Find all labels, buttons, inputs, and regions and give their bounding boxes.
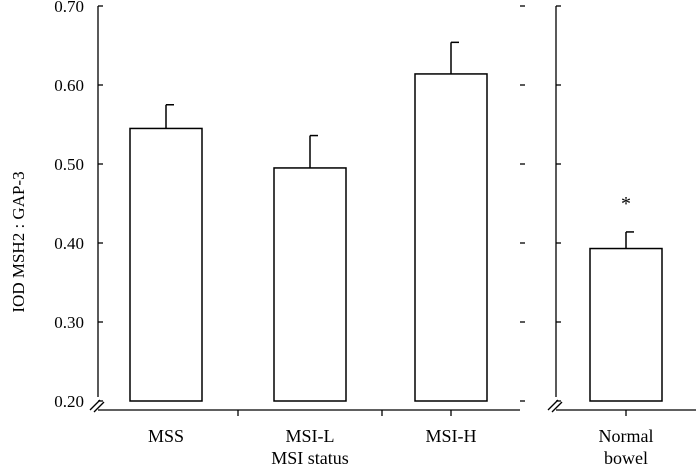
bar xyxy=(273,167,347,402)
y-tick-label: 0.30 xyxy=(54,313,84,332)
y-tick-label: 0.70 xyxy=(54,0,84,16)
axis-break-mark xyxy=(93,401,105,413)
y-tick-label: 0.60 xyxy=(54,76,84,95)
bar xyxy=(589,247,663,402)
x-tick-label: Normal bowel xyxy=(599,426,654,468)
x-tick-label: MSI-L xyxy=(286,426,335,446)
bar xyxy=(129,127,203,402)
axis-break-mark xyxy=(547,399,559,411)
y-axis-label: IOD MSH2 : GAP-3 xyxy=(9,171,28,312)
y-tick-label: 0.20 xyxy=(54,392,84,411)
x-tick-label: MSS xyxy=(148,426,184,446)
chart-marks: 0.20 0.30 0.40 0.50 0.60 0.70 MSS MSI-L MSI-H Nor… xyxy=(54,0,696,468)
axis-break-mark xyxy=(551,401,563,413)
bar xyxy=(414,73,488,402)
axis-break-mark xyxy=(89,399,101,411)
y-tick-label: 0.40 xyxy=(54,234,84,253)
y-tick-label: 0.50 xyxy=(54,155,84,174)
x-axis-label: MSI status xyxy=(271,448,349,468)
significance-asterisk: * xyxy=(621,193,631,215)
x-tick-label: MSI-H xyxy=(425,426,476,446)
